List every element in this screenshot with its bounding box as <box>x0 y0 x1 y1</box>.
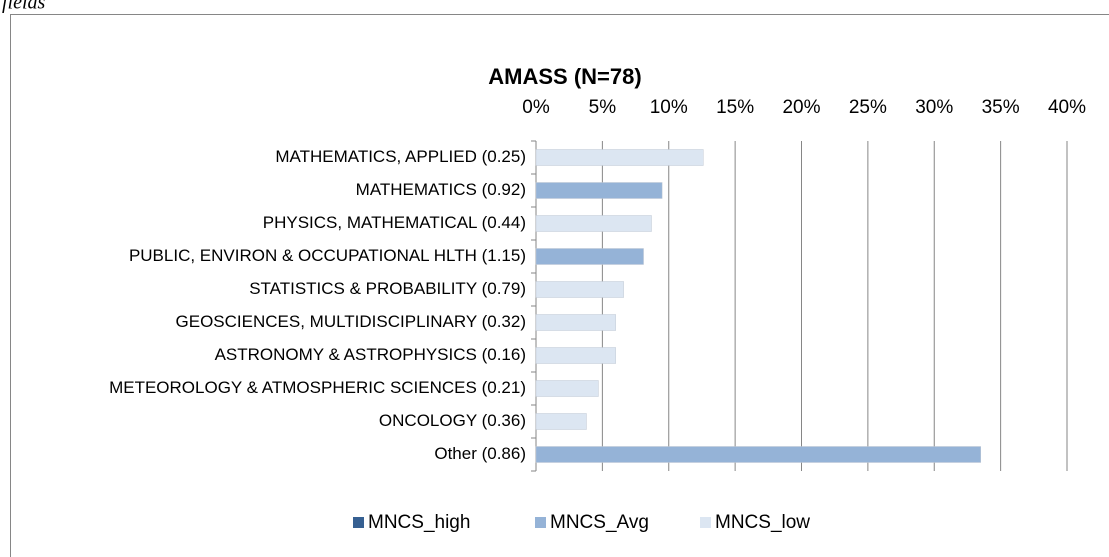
caption: fields <box>2 0 46 14</box>
x-tick-label: 10% <box>650 97 688 118</box>
y-tick-label: Other (0.86) <box>434 444 526 463</box>
y-tick-label: MATHEMATICS, APPLIED (0.25) <box>275 147 526 166</box>
y-tick-label: STATISTICS & PROBABILITY (0.79) <box>249 279 526 298</box>
y-tick-label: GEOSCIENCES, MULTIDISCIPLINARY (0.32) <box>176 312 526 331</box>
legend-swatch <box>535 517 546 528</box>
bar <box>535 314 616 331</box>
legend-swatch <box>353 517 364 528</box>
x-tick-label: 25% <box>849 97 887 118</box>
legend-label: MNCS_high <box>368 512 470 533</box>
bar <box>535 281 624 298</box>
x-tick-label: 30% <box>915 97 953 118</box>
chart-title: AMASS (N=78) <box>488 64 641 89</box>
y-tick-label: ASTRONOMY & ASTROPHYSICS (0.16) <box>215 345 526 364</box>
legend-label: MNCS_Avg <box>550 512 649 533</box>
bar <box>535 248 644 265</box>
bar <box>535 380 599 397</box>
x-tick-label: 20% <box>782 97 820 118</box>
bar <box>535 347 616 364</box>
x-tick-label: 40% <box>1048 97 1086 118</box>
bar <box>535 149 704 166</box>
y-tick-label: ONCOLOGY (0.36) <box>379 411 526 430</box>
y-tick-label: METEOROLOGY & ATMOSPHERIC SCIENCES (0.21… <box>109 378 526 397</box>
x-tick-label: 15% <box>716 97 754 118</box>
y-tick-label: MATHEMATICS (0.92) <box>356 180 526 199</box>
bar <box>535 446 981 463</box>
bar <box>535 182 663 199</box>
x-tick-label: 0% <box>522 97 550 118</box>
bar <box>535 215 652 232</box>
x-tick-label: 35% <box>982 97 1020 118</box>
legend-swatch <box>700 517 711 528</box>
bar <box>535 413 587 430</box>
x-tick-label: 5% <box>589 97 617 118</box>
y-tick-label: PHYSICS, MATHEMATICAL (0.44) <box>263 213 526 232</box>
legend-label: MNCS_low <box>715 512 810 533</box>
y-tick-label: PUBLIC, ENVIRON & OCCUPATIONAL HLTH (1.1… <box>129 246 526 265</box>
